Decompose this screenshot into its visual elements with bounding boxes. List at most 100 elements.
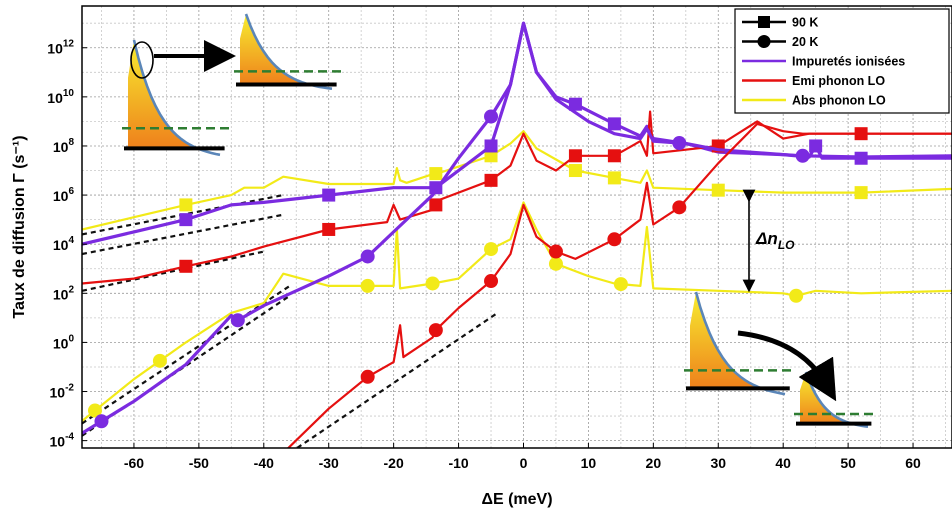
asymptote-line (82, 213, 284, 256)
x-tick-label: 10 (581, 455, 597, 471)
series-marker-circle (230, 313, 245, 328)
x-tick-label: -50 (189, 455, 209, 471)
distribution-fill (690, 292, 785, 395)
y-tick-label: 106 (53, 186, 75, 204)
distribution-inset (122, 39, 230, 157)
series-marker-circle (94, 414, 109, 429)
distribution-curve (694, 291, 786, 396)
x-tick-label: -40 (254, 455, 274, 471)
x-tick-label: 30 (710, 455, 726, 471)
series-marker-circle (484, 242, 499, 257)
legend-marker-circle (757, 35, 771, 48)
series-marker-square (484, 149, 498, 163)
series-marker-square (854, 186, 868, 200)
y-tick-label: 1012 (47, 39, 74, 57)
highlight-ellipse (130, 41, 154, 79)
series-marker-square (322, 188, 336, 202)
series-marker-circle (360, 278, 375, 293)
series-marker-square (179, 198, 193, 212)
distribution-inset (234, 13, 342, 90)
asymptote-line (82, 294, 291, 437)
legend-item: 20 K (742, 35, 818, 49)
series-marker-circle (795, 148, 810, 163)
series-marker-square (484, 173, 498, 187)
x-tick-label: 0 (520, 455, 528, 471)
series-marker-square (179, 213, 193, 227)
y-axis-label: Taux de diffusion Γ (s⁻¹) (11, 135, 28, 318)
series-marker-square (568, 164, 582, 178)
series-line (82, 201, 952, 422)
delta-n-label: ΔnLO (755, 229, 795, 252)
x-tick-label: -30 (319, 455, 339, 471)
series-marker-circle (548, 256, 563, 271)
series-marker-square (607, 171, 621, 185)
asymptote-line (82, 250, 265, 292)
series-marker-square (711, 183, 725, 197)
x-axis-label: ΔE (meV) (481, 491, 552, 508)
y-tick-label: 10-2 (50, 383, 75, 401)
legend-label: 90 K (792, 16, 818, 30)
y-tick-label: 104 (53, 235, 75, 253)
y-tick-label: 10-4 (50, 432, 75, 450)
series-marker-circle (428, 323, 443, 338)
x-tick-labels: -60 -50 -40 -30 -20 -10 0 10 20 30 40 50 60 (124, 443, 921, 471)
series-line (286, 122, 952, 448)
series-marker-circle (484, 274, 499, 289)
x-tick-label: 40 (775, 455, 791, 471)
series-marker-square (322, 222, 336, 236)
series-marker-circle (425, 276, 440, 291)
series-marker-square (607, 149, 621, 163)
series-marker-circle (87, 403, 102, 418)
series-marker-square (429, 167, 443, 181)
y-tick-label: 102 (53, 284, 75, 302)
distribution-curve (132, 39, 221, 157)
legend-item: Impuretés ionisées (742, 55, 905, 69)
series-marker-circle (360, 369, 375, 384)
series-marker-circle (607, 232, 622, 247)
series-marker-circle (548, 244, 563, 259)
series-marker-circle (789, 288, 804, 303)
asymptote-line (295, 312, 499, 448)
distribution-fill (800, 372, 868, 427)
series-line (82, 21, 952, 435)
x-tick-label: -60 (124, 455, 144, 471)
y-tick-label: 1010 (47, 88, 74, 106)
series-marker-square (809, 139, 823, 153)
x-tick-label: 50 (840, 455, 856, 471)
legend-marker-square (758, 16, 770, 28)
distribution-fill (240, 14, 332, 89)
series-marker-circle (484, 109, 499, 124)
series-group (82, 21, 952, 435)
x-tick-label: -10 (448, 455, 468, 471)
series-marker-circle (672, 200, 687, 215)
legend-item: 90 K (742, 16, 818, 30)
series-marker-square (607, 117, 621, 131)
distribution-insets (122, 13, 875, 428)
series-group (82, 201, 952, 422)
curved-arrow-icon (737, 330, 837, 402)
y-tick-label: 108 (53, 137, 75, 155)
plot-frame (81, 5, 952, 449)
series-marker-circle (613, 277, 628, 292)
series-marker-circle (152, 353, 167, 368)
series-line (82, 110, 952, 285)
legend-label: 20 K (792, 35, 818, 49)
series-marker-square (429, 198, 443, 212)
x-tick-label: 60 (905, 455, 921, 471)
series-marker-square (484, 139, 498, 153)
y-tick-label: 100 (53, 333, 75, 351)
series-group (286, 122, 952, 448)
legend-item: Abs phonon LO (742, 94, 886, 108)
delta-n-annotation: ΔnLO (742, 189, 795, 293)
legend-label: Abs phonon LO (792, 94, 886, 108)
legend: 90 K 20 K Impuretés ionisées Emi phonon LO A… (734, 8, 950, 114)
distribution-fill (128, 40, 220, 155)
x-tick-label: -20 (384, 455, 404, 471)
distribution-inset (684, 291, 795, 396)
series-marker-square (568, 149, 582, 163)
series-marker-circle (360, 249, 375, 264)
y-tick-labels: 1012 1010 108 106 104 102 100 10-2 10-4 (47, 39, 87, 450)
data-series (82, 21, 952, 448)
series-marker-square (568, 97, 582, 111)
